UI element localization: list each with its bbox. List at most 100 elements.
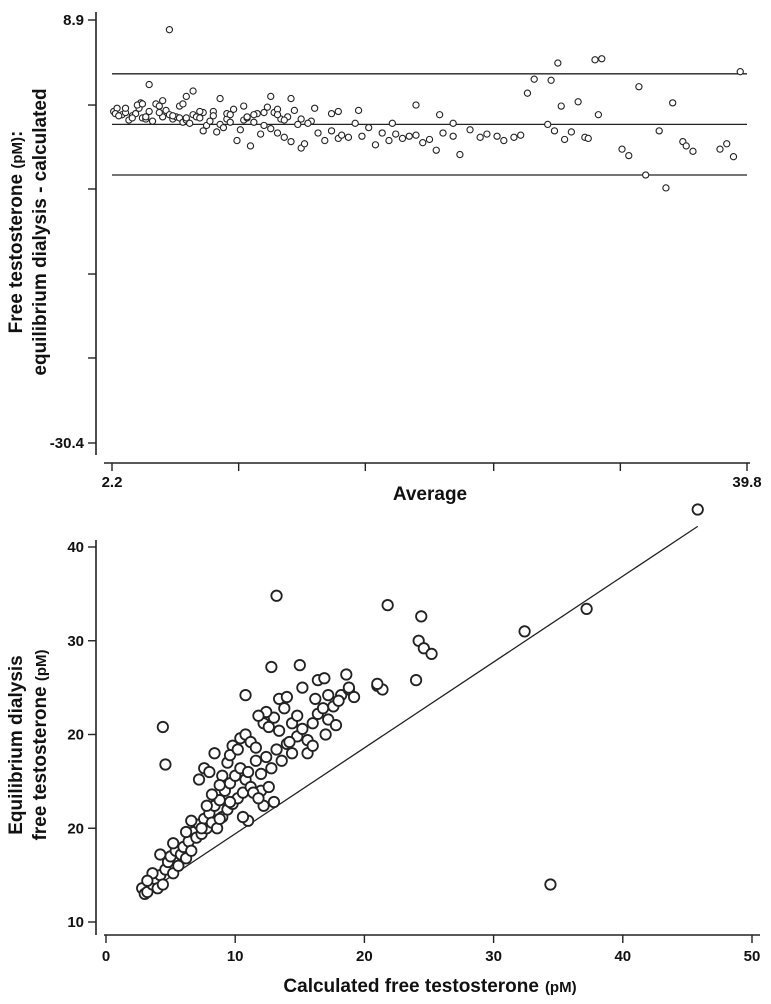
top-data-point [598, 55, 606, 63]
top-data-point [236, 126, 245, 134]
bottom-data-point [285, 747, 299, 760]
top-data-point [267, 125, 275, 133]
top-data-point [219, 123, 228, 132]
top-data-point [189, 87, 197, 95]
bottom-data-point [342, 681, 355, 694]
top-data-point [260, 108, 268, 117]
top-y-tick-label: -30.4 [50, 435, 85, 452]
top-data-point [159, 97, 167, 105]
top-data-point [510, 133, 518, 141]
bottom-data-point [319, 728, 332, 741]
top-data-point [439, 129, 447, 137]
bottom-data-point [260, 750, 273, 764]
top-data-point [186, 119, 194, 127]
bland-altman-panel: 8.9 -30.4 2.2 39.8 Average Free testostero… [6, 12, 762, 505]
top-data-point [287, 94, 295, 103]
top-data-point [554, 59, 562, 67]
top-data-point [432, 146, 440, 154]
bottom-data-point [691, 503, 704, 516]
bottom-data-point [329, 719, 343, 732]
top-data-point [412, 101, 420, 109]
top-data-point [334, 107, 342, 116]
bottom-y-tick-label: 30 [67, 633, 84, 650]
top-x-axis-title: Average [393, 484, 467, 505]
top-data-point [358, 132, 366, 140]
top-data-point [263, 103, 272, 111]
bottom-data-point [185, 814, 198, 827]
bottom-y-tick-label: 40 [67, 539, 84, 556]
correlation-panel: 10 20 20 30 40 0 10 20 30 40 50 Calculated free t… [6, 503, 761, 997]
bottom-data-point [340, 668, 353, 681]
top-data-point [169, 112, 177, 120]
top-data-point [297, 115, 305, 123]
top-data-point [378, 129, 386, 137]
bottom-data-point [293, 659, 306, 672]
bottom-data-point [262, 780, 275, 794]
top-data-point [155, 108, 163, 117]
bottom-data-point [154, 848, 167, 861]
bottom-data-point [172, 859, 185, 872]
bottom-data-points [136, 503, 704, 900]
bottom-data-point [425, 647, 438, 660]
bottom-data-point [192, 773, 206, 786]
bottom-x-tick-label: 0 [102, 948, 110, 965]
top-data-point [240, 102, 248, 110]
top-data-point [246, 142, 255, 150]
bottom-data-point [306, 717, 319, 730]
top-data-point [483, 130, 491, 138]
top-data-point [209, 112, 217, 120]
top-data-points [110, 26, 744, 192]
top-data-point [290, 106, 299, 115]
bottom-data-point [278, 702, 291, 715]
top-y-axis-title-line2: equilibrium dialysis - calculated [30, 88, 51, 375]
bottom-data-point [213, 779, 226, 792]
top-data-point [625, 151, 633, 160]
bottom-data-point [273, 724, 286, 737]
top-data-point [354, 106, 363, 115]
top-data-point [669, 99, 677, 107]
top-data-point [476, 133, 484, 141]
top-data-point [449, 132, 457, 140]
top-data-point [435, 111, 444, 119]
bottom-data-point [270, 589, 283, 602]
bottom-data-point [267, 795, 281, 809]
top-data-point [294, 120, 302, 129]
top-data-point [385, 136, 393, 145]
top-data-point [229, 105, 238, 113]
bottom-fit-line [144, 525, 699, 895]
bottom-x-tick-label: 50 [744, 948, 761, 965]
top-data-point [216, 94, 224, 103]
top-data-point [256, 130, 265, 138]
top-x-tick-label: 2.2 [102, 474, 123, 491]
top-data-point [243, 113, 251, 121]
top-data-point [351, 119, 359, 127]
top-data-point [466, 126, 474, 134]
bottom-data-point [275, 754, 288, 767]
bottom-data-point [236, 810, 250, 824]
top-data-point [311, 104, 319, 112]
top-data-point [642, 171, 650, 179]
top-data-point [321, 136, 329, 145]
top-data-point [287, 137, 295, 146]
top-data-point [544, 120, 552, 129]
top-y-axis-title-line1: Free testosterone (pM): [6, 131, 27, 334]
top-x-ticks: 2.2 39.8 [102, 463, 762, 491]
bottom-data-point [231, 743, 244, 756]
bottom-data-point [265, 762, 278, 775]
bottom-data-point [306, 739, 319, 752]
bottom-data-point [415, 610, 428, 623]
bottom-data-point [249, 741, 262, 754]
bottom-y-ticks: 10 20 20 30 40 [67, 539, 96, 931]
top-data-point [250, 111, 258, 119]
top-data-point [371, 141, 380, 149]
top-data-point [523, 89, 532, 97]
bottom-data-point [213, 812, 226, 825]
top-data-point [689, 147, 697, 155]
top-data-point [530, 75, 538, 83]
bottom-data-point [185, 844, 198, 857]
bottom-x-axis-title: Calculated free testosterone (pM) [283, 976, 576, 997]
bottom-data-point [180, 825, 193, 839]
bottom-data-point [544, 878, 557, 891]
bottom-data-point [309, 692, 322, 705]
